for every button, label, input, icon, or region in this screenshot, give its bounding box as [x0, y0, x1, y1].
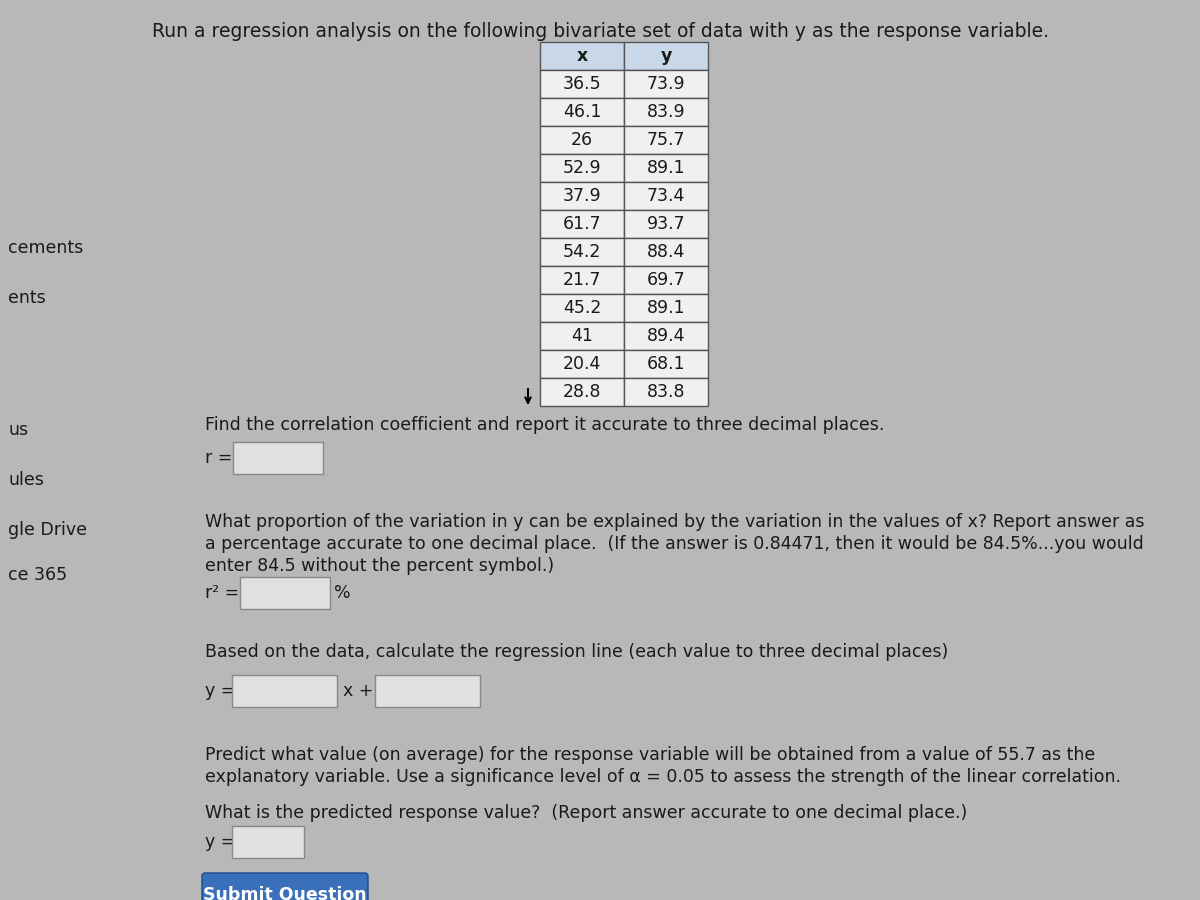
Text: Based on the data, calculate the regression line (each value to three decimal pl: Based on the data, calculate the regress… [205, 643, 948, 661]
Text: 46.1: 46.1 [563, 103, 601, 121]
Text: 21.7: 21.7 [563, 271, 601, 289]
Bar [232, 826, 304, 858]
Text: 45.2: 45.2 [563, 299, 601, 317]
Bar [540, 126, 624, 154]
Text: 89.4: 89.4 [647, 327, 685, 345]
Text: 83.8: 83.8 [647, 383, 685, 401]
Text: 26: 26 [571, 131, 593, 149]
Bar [540, 322, 624, 350]
Bar [624, 126, 708, 154]
Bar [540, 182, 624, 210]
Text: Find the correlation coefficient and report it accurate to three decimal places.: Find the correlation coefficient and rep… [205, 416, 884, 434]
Text: enter 84.5 without the percent symbol.): enter 84.5 without the percent symbol.) [205, 557, 554, 575]
Text: 68.1: 68.1 [647, 355, 685, 373]
Bar [540, 154, 624, 182]
Text: cements: cements [8, 239, 83, 257]
Text: y =: y = [205, 833, 235, 851]
Text: 69.7: 69.7 [647, 271, 685, 289]
Bar [540, 378, 624, 406]
Text: y =: y = [205, 682, 235, 700]
Text: r² =: r² = [205, 584, 239, 602]
Bar [624, 322, 708, 350]
Bar [232, 675, 337, 707]
Bar [540, 70, 624, 98]
Text: ents: ents [8, 289, 46, 307]
Text: %: % [334, 584, 350, 602]
Text: 41: 41 [571, 327, 593, 345]
Bar [624, 154, 708, 182]
Text: 83.9: 83.9 [647, 103, 685, 121]
Bar [540, 98, 624, 126]
Bar [624, 378, 708, 406]
Text: 89.1: 89.1 [647, 159, 685, 177]
Bar [540, 42, 624, 70]
Text: 37.9: 37.9 [563, 187, 601, 205]
Bar [624, 182, 708, 210]
Text: ules: ules [8, 471, 44, 489]
Bar [624, 238, 708, 266]
Text: 73.9: 73.9 [647, 75, 685, 93]
Text: Submit Question: Submit Question [203, 885, 367, 900]
Text: a percentage accurate to one decimal place.  (If the answer is 0.84471, then it : a percentage accurate to one decimal pla… [205, 535, 1144, 553]
Text: us: us [8, 421, 28, 439]
Bar [540, 210, 624, 238]
Text: ce 365: ce 365 [8, 566, 67, 584]
Text: 88.4: 88.4 [647, 243, 685, 261]
Text: What is the predicted response value?  (Report answer accurate to one decimal pl: What is the predicted response value? (R… [205, 804, 967, 822]
Text: 36.5: 36.5 [563, 75, 601, 93]
Bar [540, 294, 624, 322]
Text: 73.4: 73.4 [647, 187, 685, 205]
Bar [624, 42, 708, 70]
Text: 28.8: 28.8 [563, 383, 601, 401]
Text: x: x [576, 47, 588, 65]
Text: 61.7: 61.7 [563, 215, 601, 233]
Text: explanatory variable. Use a significance level of α = 0.05 to assess the strengt: explanatory variable. Use a significance… [205, 768, 1121, 786]
Bar [540, 266, 624, 294]
Text: What proportion of the variation in y can be explained by the variation in the v: What proportion of the variation in y ca… [205, 513, 1145, 531]
Text: 52.9: 52.9 [563, 159, 601, 177]
Text: gle Drive: gle Drive [8, 521, 88, 539]
Text: r =: r = [205, 449, 233, 467]
Bar [624, 210, 708, 238]
Text: Predict what value (on average) for the response variable will be obtained from : Predict what value (on average) for the … [205, 746, 1096, 764]
Bar [540, 238, 624, 266]
Bar [624, 98, 708, 126]
Text: 93.7: 93.7 [647, 215, 685, 233]
Bar [624, 350, 708, 378]
Bar [624, 266, 708, 294]
Bar [624, 294, 708, 322]
Text: 89.1: 89.1 [647, 299, 685, 317]
Text: 20.4: 20.4 [563, 355, 601, 373]
Text: 75.7: 75.7 [647, 131, 685, 149]
Text: 54.2: 54.2 [563, 243, 601, 261]
Bar [624, 70, 708, 98]
Bar [540, 350, 624, 378]
Bar [233, 442, 323, 474]
Bar [374, 675, 480, 707]
Text: Run a regression analysis on the following bivariate set of data with y as the r: Run a regression analysis on the followi… [151, 22, 1049, 41]
Text: x +: x + [343, 682, 373, 700]
Bar [240, 577, 330, 609]
FancyBboxPatch shape [202, 873, 368, 900]
Text: y: y [660, 47, 672, 65]
